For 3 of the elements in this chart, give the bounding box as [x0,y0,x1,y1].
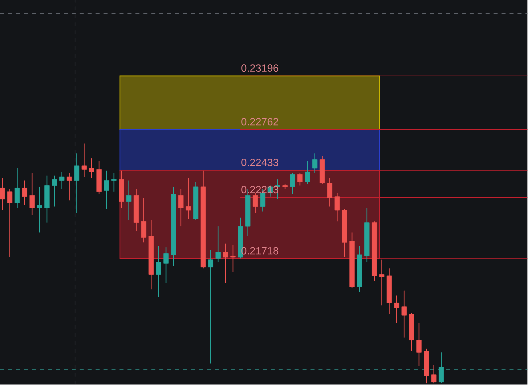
ref-line-label: 0.23196 [242,64,279,72]
ref-line-label: 0.22433 [242,158,279,166]
ref-line-label: 0.22762 [242,118,278,126]
